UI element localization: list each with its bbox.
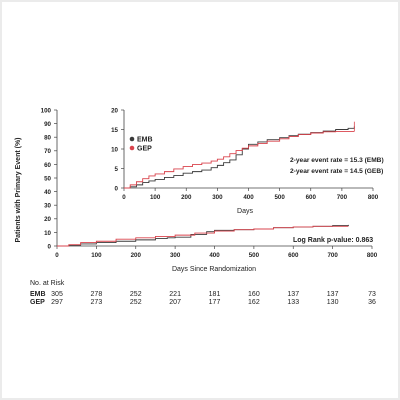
main-y-tick-label: 10 [44,230,51,237]
main-x-tick-label: 0 [55,252,59,259]
inset-y-tick-label: 20 [111,107,118,114]
at-risk-cells: 305 278 252 221 181 160 137 137 73 297 273 252 207 17… [51,291,376,306]
at-risk-cell-gep: 273 [91,299,103,306]
main-x-tick-label: 400 [209,252,220,259]
at-risk-cell-emb: 221 [169,291,181,298]
inset-x-tick-label: 800 [368,194,379,201]
main-x-tick-label: 300 [170,252,181,259]
main-y-tick-label: 60 [44,162,51,169]
inset-series-line-gep [124,131,355,189]
main-y-tick-label: 80 [44,135,51,142]
at-risk-row-label-emb: EMB [30,291,46,298]
legend-label-emb: EMB [137,137,153,144]
at-risk-cell-gep: 130 [327,299,339,306]
at-risk-cell-emb: 73 [368,291,376,298]
inset-y-tick-label: 10 [111,146,118,153]
at-risk-cell-emb: 137 [287,291,299,298]
main-y-tick-label: 70 [44,148,51,155]
inset-y-ticks: 0 5 10 15 20 [111,107,124,192]
main-x-axis-label: Days Since Randomization [172,266,256,273]
main-y-tick-label: 50 [44,175,51,182]
at-risk-cell-gep: 177 [209,299,221,306]
inset-x-tick-label: 700 [337,194,348,201]
inset-y-tick-label: 15 [111,127,118,134]
main-y-ticks: 0 10 20 30 40 50 60 70 80 90 100 [41,107,57,250]
main-y-tick-label: 100 [41,107,52,114]
inset-x-tick-label: 100 [150,194,161,201]
event-rate-gep: 2-year event rate = 14.5 (GEB) [290,168,383,175]
at-risk-cell-gep: 162 [248,299,260,306]
main-x-tick-label: 500 [249,252,260,259]
log-rank-annotation: Log Rank p-value: 0.863 [293,237,373,244]
inset-y-tick-label: 0 [115,185,119,192]
main-x-tick-label: 100 [91,252,102,259]
at-risk-cell-emb: 305 [51,291,63,298]
inset-x-tick-label: 500 [274,194,285,201]
main-series-lines [57,224,349,247]
main-x-tick-label: 700 [327,252,338,259]
main-y-tick-label: 40 [44,189,51,196]
main-y-tick-label: 20 [44,216,51,223]
main-y-tick-label: 30 [44,203,51,210]
at-risk-row-label-gep: GEP [30,299,45,306]
main-series-line-gep [57,225,349,247]
inset-x-tick-label: 200 [181,194,192,201]
main-y-axis-label: Patients with Primary Event (%) [15,137,22,242]
legend-marker-emb [129,136,135,142]
at-risk-cell-emb: 278 [91,291,103,298]
inset-x-tick-label: 300 [212,194,223,201]
main-x-tick-label: 800 [367,252,378,259]
inset-x-axis-label: Days [237,208,253,215]
at-risk-table: No. at Risk EMB GEP 305 278 252 221 181 160 13… [30,280,376,306]
legend-marker-gep [129,145,135,151]
at-risk-cell-gep: 252 [130,299,142,306]
inset-y-tick-label: 5 [115,166,119,173]
at-risk-cell-gep: 207 [169,299,181,306]
at-risk-cell-emb: 160 [248,291,260,298]
at-risk-cell-emb: 252 [130,291,142,298]
main-y-tick-label: 90 [44,121,51,128]
at-risk-cell-gep: 297 [51,299,63,306]
main-x-tick-label: 200 [131,252,142,259]
inset-x-tick-label: 0 [122,194,126,201]
main-x-ticks: 0 100 200 300 400 500 600 700 800 [55,246,378,259]
at-risk-cell-gep: 133 [287,299,299,306]
main-x-tick-label: 600 [288,252,299,259]
inset-x-tick-label: 600 [306,194,317,201]
inset-x-tick-label: 400 [243,194,254,201]
inset-x-ticks: 0 100 200 300 400 500 600 700 800 [122,188,379,201]
at-risk-cell-gep: 36 [368,299,376,306]
at-risk-cell-emb: 137 [327,291,339,298]
at-risk-cell-emb: 181 [209,291,221,298]
inset-legend: EMB GEP [129,136,153,153]
event-rate-emb: 2-year event rate = 15.3 (EMB) [290,157,384,164]
legend-label-gep: GEP [137,146,152,153]
main-y-tick-label: 0 [48,243,52,250]
inset-series-lines [124,121,355,189]
at-risk-title: No. at Risk [30,280,65,287]
